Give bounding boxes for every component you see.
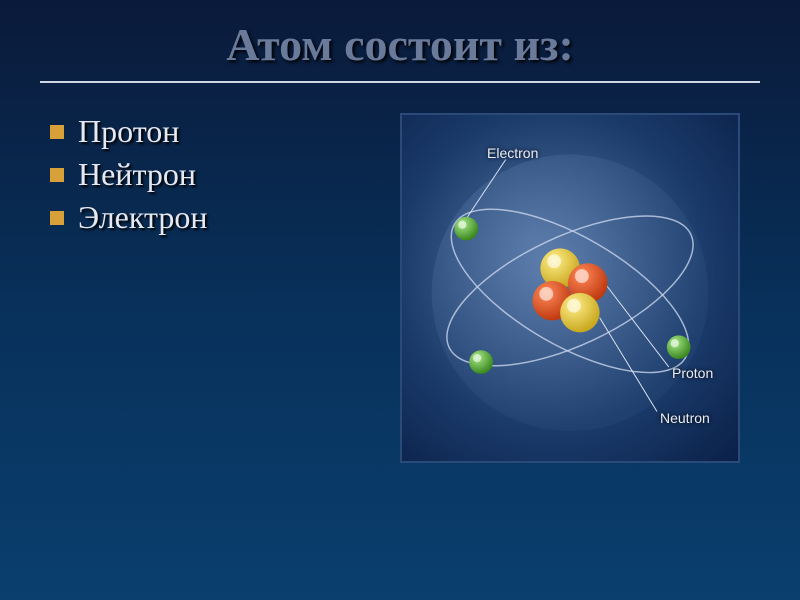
particle-list: Протон Нейтрон Электрон — [20, 113, 400, 463]
list-item-label: Нейтрон — [78, 156, 196, 193]
list-item-label: Электрон — [78, 199, 208, 236]
bullet-icon — [50, 211, 64, 225]
bullet-icon — [50, 168, 64, 182]
list-item-label: Протон — [78, 113, 179, 150]
content-row: Протон Нейтрон Электрон Electron Proton … — [0, 113, 800, 463]
list-item: Электрон — [50, 199, 400, 236]
atom-diagram: Electron Proton Neutron — [400, 113, 740, 463]
bullet-icon — [50, 125, 64, 139]
atom-svg — [402, 115, 738, 461]
list-item: Нейтрон — [50, 156, 400, 193]
neutron-label: Neutron — [660, 410, 710, 426]
proton-label: Proton — [672, 365, 713, 381]
page-title: Атом состоит из: — [40, 0, 760, 83]
list-item: Протон — [50, 113, 400, 150]
electron-label: Electron — [487, 145, 538, 161]
